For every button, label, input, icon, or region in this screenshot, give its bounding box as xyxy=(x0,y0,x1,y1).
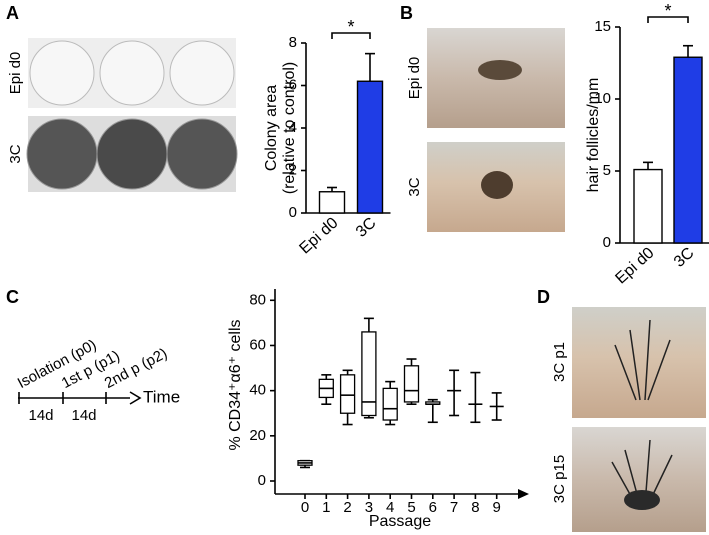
panel-label: D xyxy=(537,287,550,307)
timeline-axis-label: Time xyxy=(143,387,180,406)
photo-label: 3C xyxy=(406,177,423,196)
y-tick-label: 4 xyxy=(289,119,297,136)
y-tick-label: 15 xyxy=(594,18,611,35)
timeline-interval: 14d xyxy=(28,407,53,424)
y-tick-label: 80 xyxy=(249,291,266,308)
box xyxy=(361,331,377,417)
panel-label: C xyxy=(6,287,19,307)
significance-bracket xyxy=(331,32,371,39)
box xyxy=(339,374,356,414)
significance-label: * xyxy=(347,17,354,37)
bar xyxy=(318,191,346,214)
box xyxy=(382,387,398,421)
bar xyxy=(633,168,663,244)
y-axis-label: hair follicles/mm xyxy=(585,78,602,193)
y-tick-label: 0 xyxy=(258,472,266,489)
x-tick-label: 5 xyxy=(407,499,415,516)
timeline-interval: 14d xyxy=(71,407,96,424)
box xyxy=(403,365,420,403)
x-tick-label: 6 xyxy=(429,499,437,516)
x-tick-label: 7 xyxy=(450,499,458,516)
significance-label: * xyxy=(664,1,671,21)
x-tick-label: 8 xyxy=(471,499,479,516)
x-tick-label: 1 xyxy=(322,499,330,516)
y-tick-label: 5 xyxy=(603,162,611,179)
y-tick-label: 60 xyxy=(249,336,266,353)
photo-label: 3C p15 xyxy=(551,455,568,503)
panel-label: B xyxy=(400,3,413,23)
x-tick-label: 4 xyxy=(386,499,394,516)
photo-label: Epi d0 xyxy=(406,57,423,100)
y-axis-label: % CD34⁺α6⁺ cells xyxy=(227,319,244,450)
y-tick-label: 0 xyxy=(603,234,611,251)
significance-bracket xyxy=(647,16,689,23)
x-tick-label: Epi d0 xyxy=(612,244,657,287)
y-tick-label: 8 xyxy=(289,34,297,51)
x-tick-label: 3C xyxy=(671,244,698,270)
y-tick-label: 6 xyxy=(289,76,297,93)
y-tick-label: 10 xyxy=(594,90,611,107)
y-tick-label: 40 xyxy=(249,382,266,399)
x-axis-label: Passage xyxy=(369,513,431,530)
x-axis-arrow xyxy=(518,489,529,499)
photo-label: 3C xyxy=(7,144,24,163)
x-tick-label: 3C xyxy=(353,214,380,240)
y-tick-label: 2 xyxy=(289,161,297,178)
y-axis-label: Colony area xyxy=(263,85,280,171)
x-tick-label: 3 xyxy=(365,499,373,516)
photo xyxy=(572,307,706,418)
photo-label: Epi d0 xyxy=(7,52,24,95)
x-tick-label: 2 xyxy=(343,499,351,516)
x-tick-label: Epi d0 xyxy=(296,214,341,257)
photo-label: 3C p1 xyxy=(551,342,568,382)
photo xyxy=(572,427,706,532)
x-tick-label: 0 xyxy=(301,499,309,516)
bar xyxy=(356,80,384,214)
y-tick-label: 0 xyxy=(289,204,297,221)
timeline xyxy=(18,391,142,405)
bar xyxy=(673,56,703,244)
y-tick-label: 20 xyxy=(249,427,266,444)
y-axis-label: (relative to control) xyxy=(281,62,298,195)
panel-label: A xyxy=(6,3,19,23)
x-tick-label: 9 xyxy=(493,499,501,516)
photos xyxy=(26,28,706,532)
